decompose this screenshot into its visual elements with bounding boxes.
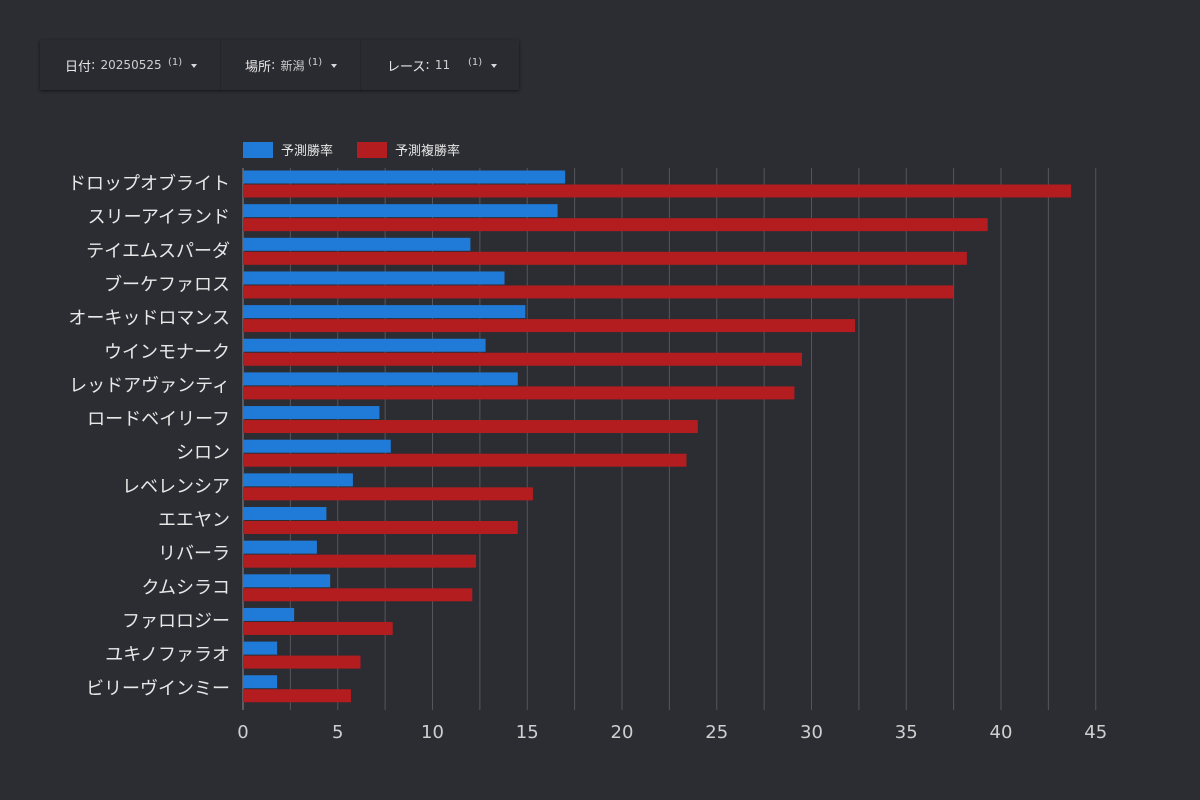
legend-label-win: 予測勝率 bbox=[281, 144, 334, 159]
x-tick-label: 0 bbox=[237, 722, 248, 743]
bar-place-rate[interactable] bbox=[243, 420, 698, 434]
chevron-down-icon bbox=[191, 64, 197, 68]
x-tick-label: 30 bbox=[800, 722, 823, 743]
category-label: リバーラ bbox=[158, 544, 230, 565]
category-label: ブーケファロス bbox=[104, 273, 230, 295]
race-filter-value: 11 bbox=[434, 58, 451, 72]
category-label: ドロップオブライト bbox=[68, 173, 230, 195]
bar-win-rate[interactable] bbox=[243, 540, 317, 554]
date-filter[interactable]: 日付: 20250525 (1) bbox=[40, 40, 221, 90]
date-filter-count: (1) bbox=[168, 57, 183, 68]
chevron-down-icon bbox=[331, 64, 337, 68]
legend-item-win[interactable]: 予測勝率 bbox=[243, 140, 333, 159]
bar-place-rate[interactable] bbox=[243, 319, 856, 333]
bar-place-rate[interactable] bbox=[243, 521, 518, 534]
bar-win-rate[interactable] bbox=[243, 305, 526, 319]
bar-place-rate[interactable] bbox=[243, 453, 687, 467]
bar-win-rate[interactable] bbox=[243, 372, 518, 386]
category-label: オーキッドロマンス bbox=[68, 308, 230, 329]
x-tick-label: 20 bbox=[611, 722, 634, 743]
bar-place-rate[interactable] bbox=[243, 352, 803, 366]
category-label: ユキノファラオ bbox=[105, 645, 230, 666]
legend-swatch-place bbox=[357, 141, 388, 158]
bar-win-rate[interactable] bbox=[243, 607, 295, 621]
bar-win-rate[interactable] bbox=[243, 641, 278, 655]
venue-filter-count: (1) bbox=[308, 57, 323, 68]
bar-place-rate[interactable] bbox=[243, 184, 1072, 198]
bar-win-rate[interactable] bbox=[243, 406, 380, 420]
x-tick-label: 15 bbox=[516, 722, 539, 743]
bar-win-rate[interactable] bbox=[243, 338, 486, 352]
bars bbox=[243, 170, 1072, 703]
bar-win-rate[interactable] bbox=[243, 675, 278, 689]
race-filter-count: (1) bbox=[468, 57, 483, 68]
bar-win-rate[interactable] bbox=[243, 473, 353, 487]
category-label: レッドアヴァンティ bbox=[69, 375, 230, 396]
bar-place-rate[interactable] bbox=[243, 689, 352, 703]
bar-place-rate[interactable] bbox=[243, 554, 477, 568]
date-filter-label: 日付 bbox=[65, 59, 92, 75]
bar-win-rate[interactable] bbox=[243, 574, 331, 588]
venue-filter[interactable]: 場所: 新潟 (1) bbox=[221, 40, 361, 90]
date-filter-value: 20250525 bbox=[100, 58, 162, 72]
bar-win-rate[interactable] bbox=[243, 507, 327, 520]
category-label: レベレンシア bbox=[122, 476, 230, 497]
category-label: テイエムスパーダ bbox=[86, 241, 230, 262]
category-label: スリーアイランド bbox=[88, 207, 230, 228]
x-tick-label: 10 bbox=[421, 722, 444, 743]
bar-win-rate[interactable] bbox=[243, 170, 566, 184]
bar-place-rate[interactable] bbox=[243, 285, 954, 299]
bar-place-rate[interactable] bbox=[243, 588, 473, 602]
category-label: エエヤン bbox=[158, 510, 230, 531]
race-filter-label: レース bbox=[387, 59, 426, 75]
legend-label-place: 予測複勝率 bbox=[395, 144, 461, 159]
chevron-down-icon bbox=[491, 64, 497, 68]
bar-place-rate[interactable] bbox=[243, 487, 533, 501]
bar-place-rate[interactable] bbox=[243, 386, 795, 400]
legend-swatch-win bbox=[243, 141, 273, 158]
bar-place-rate[interactable] bbox=[243, 621, 393, 635]
category-label: シロン bbox=[176, 443, 230, 464]
x-tick-label: 45 bbox=[1084, 722, 1107, 743]
category-label: ファロロジー bbox=[122, 611, 230, 632]
bar-place-rate[interactable] bbox=[243, 218, 988, 232]
bar-win-rate[interactable] bbox=[243, 439, 391, 453]
x-tick-label: 40 bbox=[990, 722, 1013, 743]
category-labels: ドロップオブライトスリーアイランドテイエムスパーダブーケファロスオーキッドロマン… bbox=[68, 173, 230, 700]
x-axis-ticks: 0 5 10 15 20 25 30 35 40 45 bbox=[237, 722, 1107, 743]
category-label: クムシラコ bbox=[141, 577, 230, 598]
bar-place-rate[interactable] bbox=[243, 655, 361, 669]
chart-legend: 予測勝率 予測複勝率 bbox=[243, 140, 484, 159]
category-label: ウインモナーク bbox=[104, 342, 230, 363]
bar-place-rate[interactable] bbox=[243, 251, 967, 265]
bar-win-rate[interactable] bbox=[243, 237, 471, 251]
bar-win-rate[interactable] bbox=[243, 271, 505, 285]
x-tick-label: 25 bbox=[705, 722, 728, 743]
legend-item-place[interactable]: 予測複勝率 bbox=[357, 140, 460, 159]
category-label: ロードベイリーフ bbox=[87, 409, 230, 430]
venue-filter-label: 場所 bbox=[245, 59, 272, 75]
x-tick-label: 5 bbox=[332, 722, 343, 743]
bar-win-rate[interactable] bbox=[243, 204, 558, 218]
x-tick-label: 35 bbox=[895, 722, 918, 743]
category-label: ビリーヴインミー bbox=[86, 678, 230, 699]
filter-bar: 日付: 20250525 (1) 場所: 新潟 (1) レース: 11 (1) bbox=[40, 40, 519, 90]
venue-filter-value: 新潟 bbox=[280, 58, 305, 73]
race-filter[interactable]: レース: 11 (1) bbox=[361, 40, 519, 90]
